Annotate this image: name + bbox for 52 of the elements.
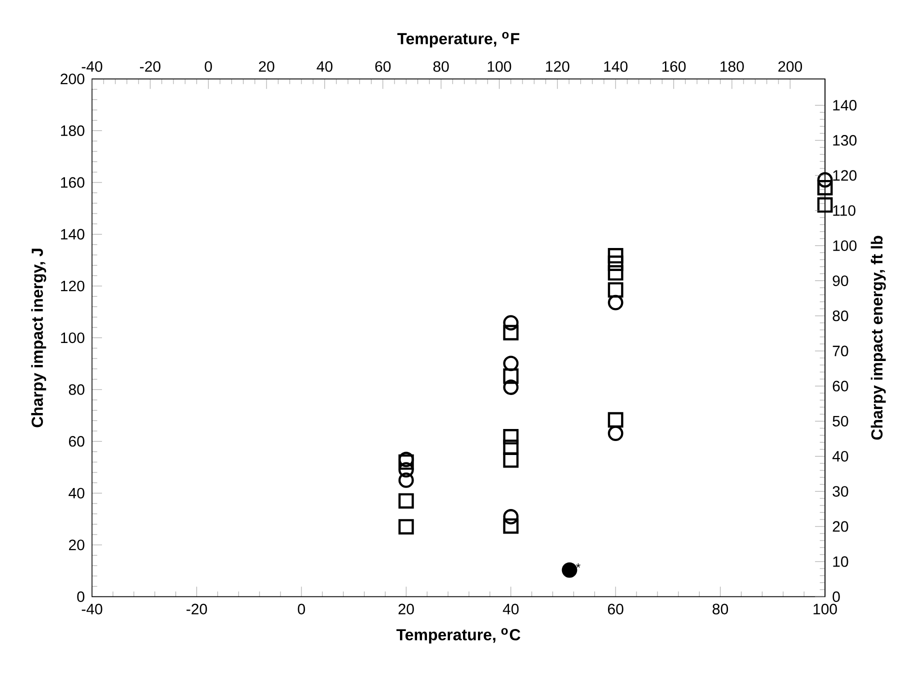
y-tick-label: 80 [68,384,84,395]
x2-tick-label: 100 [488,61,512,72]
x-tick-label: -40 [82,604,102,614]
x-tick-label: -20 [186,604,207,614]
y-tick-label: 20 [69,540,84,550]
y-tick-label: 140 [61,228,84,240]
y2-tick-label: 40 [832,450,848,462]
x-tick-label: 40 [502,604,519,614]
x2-tick-label: 0 [204,61,212,72]
y2-tick-label: 80 [832,310,848,322]
annotation: * [576,563,580,568]
y-axis-title: Charpy impact inergy, J [31,248,46,428]
x2-tick-label: -40 [82,61,102,72]
y-tick-label: 160 [61,177,84,188]
y-tick-label: 180 [61,125,84,136]
y2-tick-label: 100 [833,240,857,251]
y2-tick-label: 90 [832,275,848,286]
y2-tick-label: 130 [833,135,857,146]
y2-tick-label: 70 [832,346,848,356]
x2-tick-label: 120 [546,61,570,72]
x2-tick-label: 60 [375,61,391,72]
y2-tick-label: 50 [832,416,848,426]
x2-tick-label: -20 [140,61,160,72]
x-axis-title: Temperature, $^{o}$C [396,628,520,644]
x2-tick-label: 80 [433,61,449,72]
x2-tick-label: 40 [316,61,332,72]
y2-tick-label: 0 [832,591,840,602]
y-tick-label: 0 [77,591,84,602]
y-tick-label: 40 [68,488,84,498]
x-tick-label: 100 [814,604,837,614]
y-tick-label: 100 [61,332,84,344]
y2-tick-label: 120 [833,170,857,181]
y2-tick-label: 110 [833,205,856,216]
x-tick-label: 0 [298,604,306,614]
y-tick-label: 200 [60,74,84,84]
x2-tick-label: 160 [662,61,686,72]
y2-tick-label: 140 [833,100,857,111]
x2-tick-label: 200 [778,61,802,72]
x2-axis-title: Temperature, $^{o}$F [397,32,520,48]
y-tick-label: 120 [61,280,84,292]
y2-tick-label: 10 [833,556,848,567]
y2-tick-label: 60 [832,380,848,392]
x2-tick-label: 140 [604,61,628,72]
x2-tick-label: 180 [720,61,744,72]
y-tick-label: 60 [69,436,84,447]
x-tick-label: 60 [608,604,624,614]
x-tick-label: 80 [712,604,728,614]
x2-tick-label: 20 [258,61,274,72]
y2-tick-label: 20 [832,521,848,532]
y2-tick-label: 30 [832,486,848,497]
x-tick-label: 20 [398,604,414,614]
y2-axis-title: Charpy impact energy, ft lb [870,236,886,440]
